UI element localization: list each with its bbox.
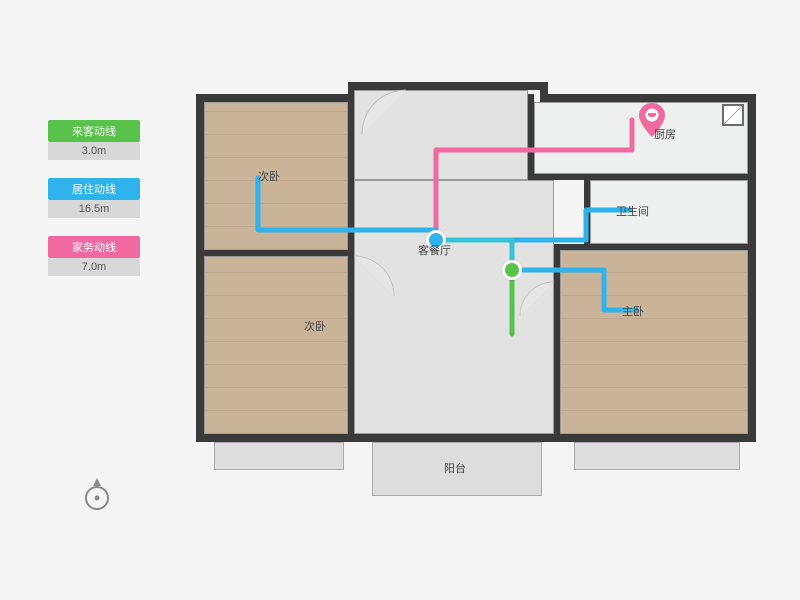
node-guest-origin bbox=[502, 260, 522, 280]
wall bbox=[196, 434, 756, 442]
wall bbox=[196, 94, 356, 102]
legend: 来客动线 3.0m 居住动线 16.5m 家务动线 7.0m bbox=[48, 120, 140, 294]
node-living-center bbox=[426, 230, 446, 250]
legend-value: 3.0m bbox=[48, 142, 140, 160]
kitchen-marker-icon bbox=[639, 103, 665, 137]
legend-label: 来客动线 bbox=[48, 120, 140, 142]
room-living-dining bbox=[354, 180, 554, 434]
wall bbox=[348, 82, 548, 90]
room-master-bedroom bbox=[560, 250, 748, 434]
room-bathroom bbox=[590, 180, 748, 244]
legend-item-guest: 来客动线 3.0m bbox=[48, 120, 140, 160]
legend-item-living: 居住动线 16.5m bbox=[48, 178, 140, 218]
balcony-center bbox=[372, 442, 542, 496]
window-icon bbox=[722, 104, 744, 126]
compass-icon bbox=[82, 478, 112, 517]
legend-item-chore: 家务动线 7.0m bbox=[48, 236, 140, 276]
balcony-right bbox=[574, 442, 740, 470]
legend-label: 居住动线 bbox=[48, 178, 140, 200]
wall bbox=[196, 94, 204, 442]
wall bbox=[748, 94, 756, 442]
room-secondary-bedroom-bottom bbox=[204, 256, 348, 434]
wall bbox=[540, 94, 756, 102]
balcony-left bbox=[214, 442, 344, 470]
room-entry-hall bbox=[354, 90, 528, 180]
legend-value: 7.0m bbox=[48, 258, 140, 276]
floor-plan: 次卧 次卧 客餐厅 厨房 卫生间 主卧 阳台 bbox=[196, 82, 756, 552]
legend-value: 16.5m bbox=[48, 200, 140, 218]
room-secondary-bedroom-top bbox=[204, 102, 348, 250]
legend-label: 家务动线 bbox=[48, 236, 140, 258]
